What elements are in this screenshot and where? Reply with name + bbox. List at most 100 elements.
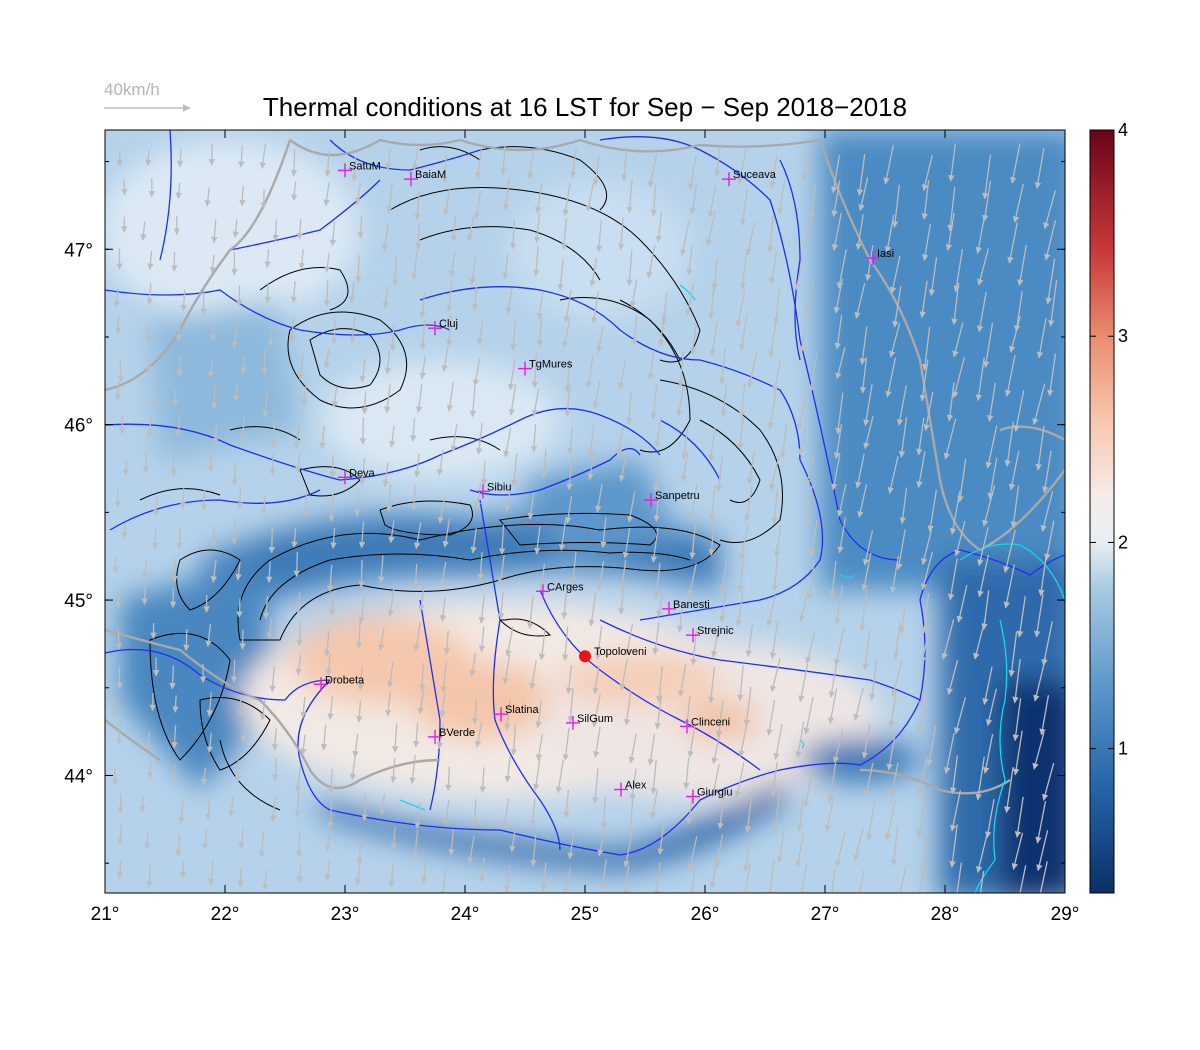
wind-arrow [497,555,505,587]
wind-arrow [502,654,511,685]
wind-arrow [1013,291,1023,332]
wind-arrow [771,489,778,525]
wind-arrow [378,627,385,652]
wind-arrow [1036,830,1049,872]
wind-arrow [861,724,871,759]
wind-arrow [534,526,541,555]
wind-arrow [799,316,807,353]
wind-arrow [259,143,267,170]
wind-arrow [384,384,391,414]
wind-arrow [738,313,748,351]
wind-arrow [594,626,603,660]
wind-arrow [619,560,627,591]
wind-arrow [708,281,716,320]
wind-arrow [622,864,630,893]
wind-arrow [708,427,716,462]
wind-arrow [176,527,183,550]
wind-arrow [359,417,367,445]
wind-arrow [121,522,128,539]
wind-arrow [324,150,332,177]
wind-arrow [798,864,808,893]
wind-arrow [261,869,269,891]
wind-arrow [863,384,873,427]
wind-arrow [415,384,423,414]
wind-arrow [982,733,994,774]
wind-arrow [795,833,805,868]
wind-arrow [262,596,270,620]
wind-arrow [927,489,938,533]
wind-arrow [1017,244,1027,287]
wind-arrow [410,485,418,511]
wind-arrow [650,527,659,563]
wind-arrow [379,793,386,816]
wind-arrow [474,722,483,748]
wind-arrow [865,800,876,841]
wind-arrow [691,863,697,893]
station-label: SilGum [577,713,613,725]
lakes-coast [399,284,1065,893]
wind-arrow [471,799,478,827]
wind-arrow [324,252,331,273]
wind-arrow [861,552,872,592]
colorbar-tick-label: 4 [1118,120,1128,140]
wind-arrow [443,630,451,655]
wind-arrow [230,659,238,683]
wind-arrow [973,619,986,660]
wind-arrow [529,660,537,690]
wind-arrow [737,665,744,702]
wind-arrow [585,354,594,389]
wind-arrow [531,354,539,389]
wind-arrow [388,520,395,544]
wind-arrow [439,597,447,622]
wind-arrow [355,254,362,283]
wind-arrow [916,756,928,797]
wind-arrow [205,623,212,648]
wind-arrow [856,154,866,196]
wind-arrow [626,250,633,287]
wind-arrow [1039,861,1048,893]
wind-arrow [510,453,518,487]
wind-arrow [268,528,276,554]
wind-arrow [975,357,985,402]
wind-arrow [558,517,567,551]
wind-arrow [985,798,995,839]
wind-arrow [975,756,985,801]
station-marker: Strejnic [686,625,734,643]
wind-arrow [564,359,571,393]
wind-arrow [388,425,396,448]
wind-arrow [1034,593,1044,638]
wind-arrow [564,382,571,418]
wind-arrow [975,215,986,254]
wind-arrow [1010,143,1021,184]
wind-arrow [713,143,722,177]
wind-arrow [532,246,540,277]
wind-arrow [385,147,392,171]
wind-arrow [949,490,961,535]
wind-arrow [505,288,513,315]
wind-arrow [509,219,517,250]
wind-arrow [391,256,399,287]
wind-arrow [1012,730,1023,776]
wind-arrow [655,212,663,243]
wind-arrow [833,424,843,460]
wind-arrow [687,154,697,191]
wind-arrow [653,489,661,523]
wind-arrow [443,186,451,216]
wind-arrow [863,762,874,797]
station-label: Deva [349,467,376,479]
wind-arrow [768,320,778,358]
station-marker: Clinceni [680,716,730,734]
wind-arrow [509,318,517,351]
wind-arrow [504,483,512,513]
wind-arrow [886,728,897,771]
wind-arrow [806,560,815,600]
wind-arrow [746,450,755,486]
wind-arrow [888,322,901,358]
wind-arrow [737,148,747,185]
wind-arrow [179,860,187,878]
wind-arrow [921,593,930,634]
wind-arrow [117,359,124,383]
wind-arrow [411,147,419,171]
wind-arrow [147,250,154,271]
